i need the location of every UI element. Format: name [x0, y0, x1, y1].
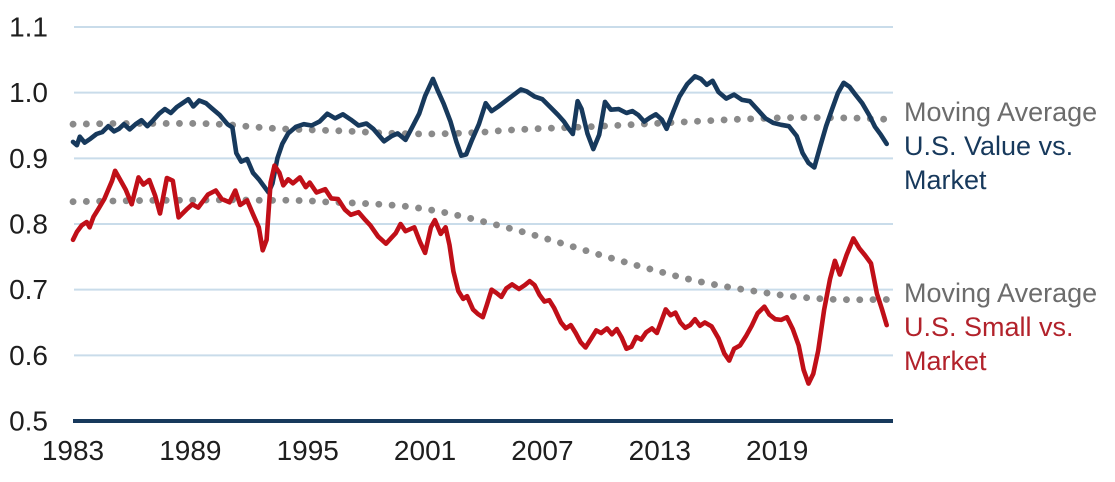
x-tick-label: 2001	[394, 435, 456, 466]
x-tick-label: 1989	[159, 435, 221, 466]
x-tick-label: 2007	[511, 435, 573, 466]
y-tick-label: 1.0	[9, 77, 48, 108]
y-tick-label: 0.5	[9, 406, 48, 437]
y-tick-label: 0.8	[9, 209, 48, 240]
series-line	[70, 74, 889, 195]
y-tick-label: 0.7	[9, 274, 48, 305]
x-tick-label: 2019	[746, 435, 808, 466]
x-tick-label: 1995	[277, 435, 339, 466]
y-tick-label: 0.9	[9, 143, 48, 174]
legend-value-block: Moving Average U.S. Value vs. Market	[904, 95, 1115, 197]
legend-small-series-label: U.S. Small vs. Market	[904, 312, 1074, 376]
y-tick-label: 1.1	[9, 12, 48, 43]
series-line	[70, 163, 889, 386]
series-moving-average	[69, 196, 891, 304]
x-tick-label: 2013	[629, 435, 691, 466]
legend-value-ma-label: Moving Average	[904, 97, 1098, 127]
x-tick-label: 1983	[42, 435, 104, 466]
legend-small-block: Moving Average U.S. Small vs. Market	[904, 276, 1115, 378]
legend-value-series-label: U.S. Value vs. Market	[904, 131, 1074, 195]
legend-small-ma-label: Moving Average	[904, 278, 1098, 308]
y-tick-label: 0.6	[9, 340, 48, 371]
